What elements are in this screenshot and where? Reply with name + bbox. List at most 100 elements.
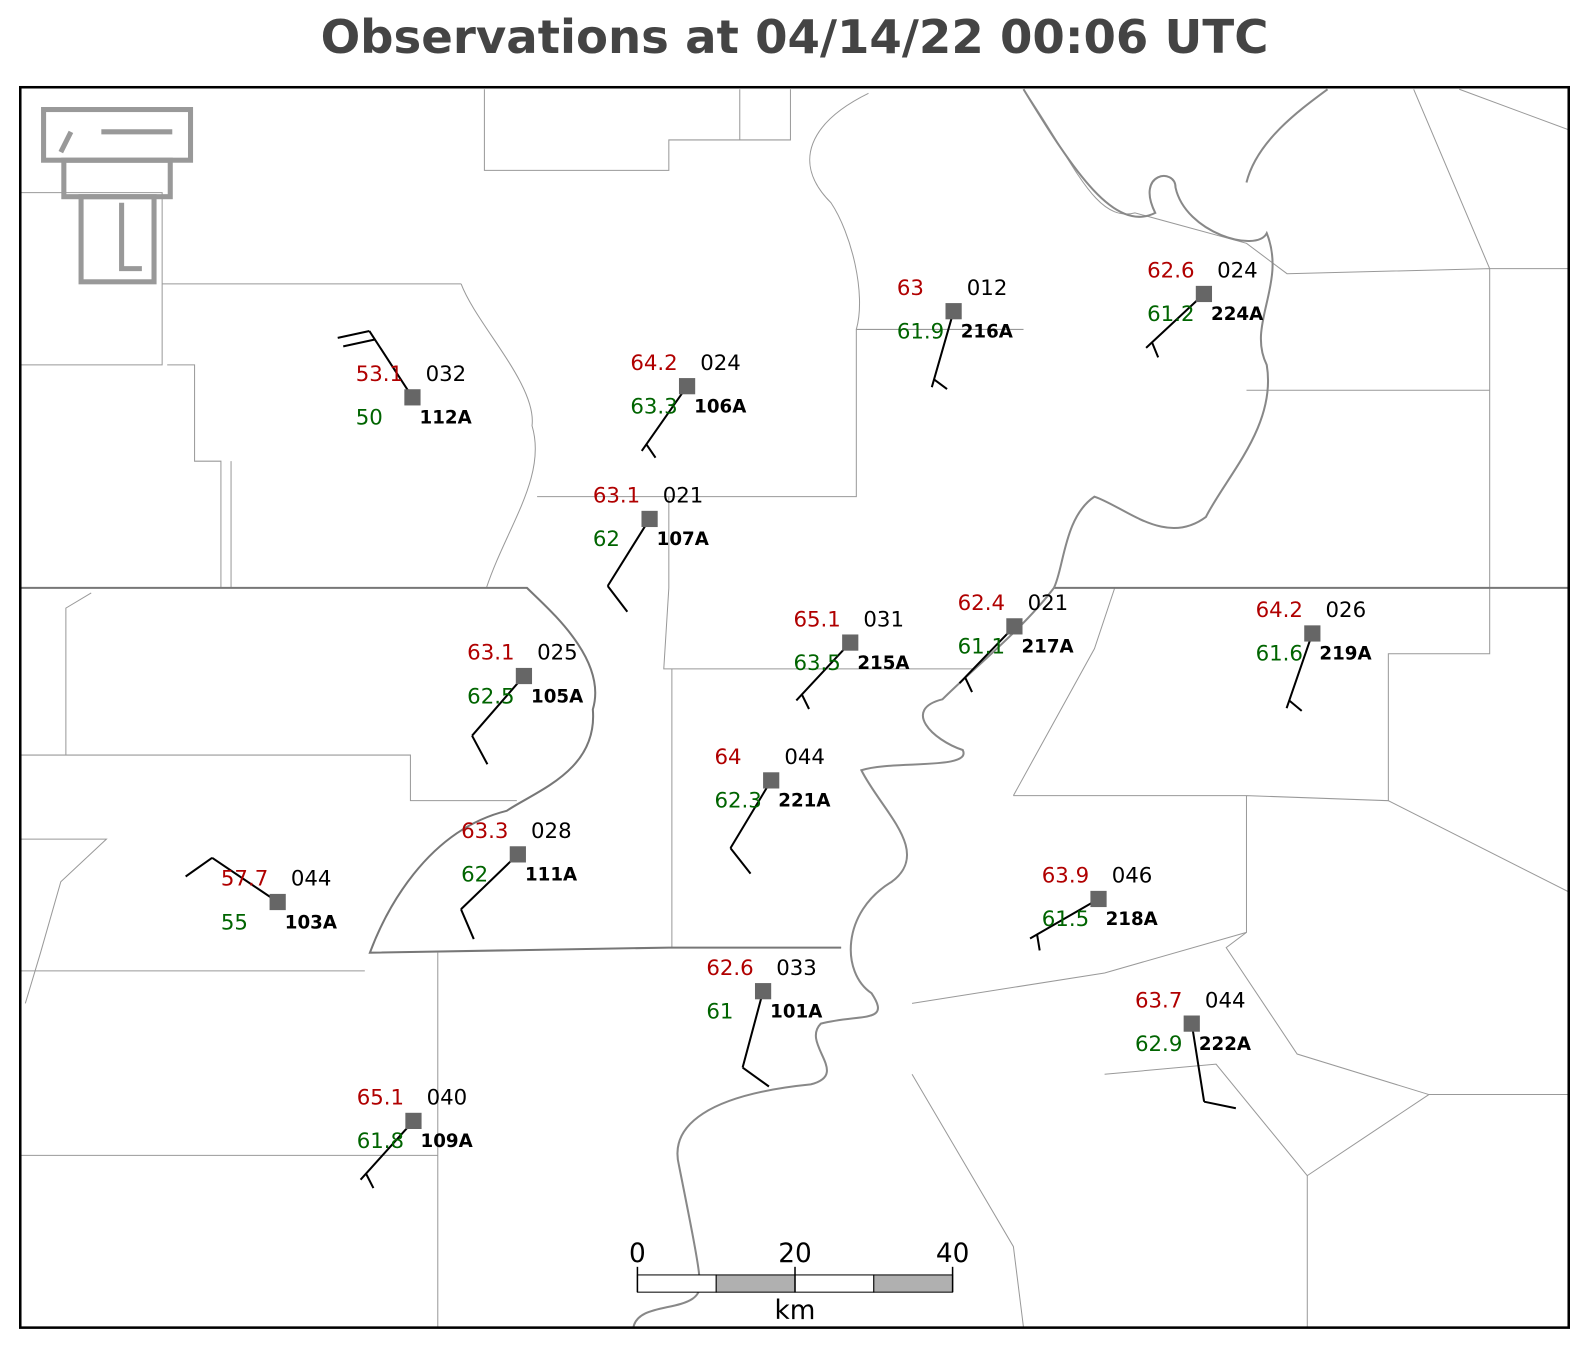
wind-barb <box>729 779 773 875</box>
station-marker <box>641 510 658 528</box>
temperature: 64.2 <box>630 351 677 376</box>
dewpoint: 61 <box>706 999 733 1024</box>
station-id: 101A <box>770 1001 823 1022</box>
station-id: 112A <box>420 408 473 429</box>
scale-tick-label: 20 <box>778 1239 812 1269</box>
scale-segment <box>715 1274 796 1293</box>
pressure: 044 <box>784 745 825 770</box>
dewpoint: 63.5 <box>793 651 840 676</box>
station-marker <box>945 303 962 320</box>
scale-tick-label: 0 <box>629 1239 646 1269</box>
station-id: 109A <box>421 1131 474 1152</box>
dewpoint: 61.6 <box>1256 642 1303 667</box>
wind-barb <box>1029 898 1100 951</box>
station-id: 111A <box>525 865 578 886</box>
station-marker <box>1006 618 1023 635</box>
pressure: 024 <box>700 351 741 376</box>
station-id: 224A <box>1211 304 1264 325</box>
dewpoint: 63.3 <box>630 394 677 419</box>
pressure: 024 <box>1217 259 1258 284</box>
temperature: 65.1 <box>793 607 840 632</box>
wind-barb <box>1145 293 1205 358</box>
station-id: 217A <box>1022 637 1075 658</box>
station-marker <box>1090 890 1107 908</box>
dewpoint: 62 <box>593 527 620 552</box>
dewpoint: 50 <box>356 406 383 431</box>
temperature: 63.9 <box>1042 864 1089 889</box>
wind-barb <box>460 853 519 940</box>
wind-barb <box>741 990 770 1088</box>
station-id: 218A <box>1106 909 1159 930</box>
station-marker <box>754 983 772 1000</box>
wind-barb <box>640 385 688 459</box>
pressure: 040 <box>427 1086 468 1111</box>
logo <box>41 107 194 285</box>
pressure: 031 <box>863 607 904 632</box>
wind-barb <box>471 675 525 765</box>
dewpoint: 61.5 <box>1042 907 1089 932</box>
title: Observations at 04/14/22 00:06 UTC <box>321 10 1269 64</box>
station-marker <box>842 634 859 651</box>
temperature: 64.2 <box>1256 598 1303 623</box>
station-id: 215A <box>857 653 910 674</box>
station-marker <box>509 846 526 863</box>
pressure: 012 <box>967 276 1008 301</box>
pressure: 044 <box>291 867 332 892</box>
wind-barb <box>958 625 1016 693</box>
temperature: 65.1 <box>357 1086 404 1111</box>
dewpoint: 62.3 <box>714 789 761 814</box>
temperature: 63.1 <box>593 484 640 509</box>
dewpoint: 61.2 <box>1147 302 1194 327</box>
temperature: 62.4 <box>958 591 1005 616</box>
pressure: 046 <box>1112 864 1153 889</box>
basemap <box>20 88 1569 1328</box>
station-id: 219A <box>1319 644 1372 665</box>
scale-segment <box>636 1274 717 1293</box>
dewpoint: 61.8 <box>357 1129 404 1154</box>
temperature: 64 <box>714 745 741 770</box>
scale-segment <box>794 1274 875 1293</box>
station-id: 103A <box>285 912 338 933</box>
pressure: 025 <box>537 641 578 666</box>
scale-segment <box>873 1274 954 1293</box>
wind-barb <box>930 310 955 390</box>
station-marker <box>515 667 533 685</box>
station-marker <box>404 389 421 406</box>
dewpoint: 55 <box>221 910 248 935</box>
map-frame <box>19 85 1570 1329</box>
temperature: 63.3 <box>461 819 508 844</box>
station-id: 105A <box>531 686 584 707</box>
wind-barb <box>185 856 279 903</box>
scale-unit: km <box>775 1296 816 1326</box>
dewpoint: 62.9 <box>1135 1032 1182 1057</box>
pressure: 021 <box>663 484 704 509</box>
pressure: 032 <box>426 362 467 387</box>
temperature: 63.7 <box>1135 988 1182 1013</box>
station-marker <box>405 1112 422 1130</box>
wind-barb <box>359 1120 415 1189</box>
pressure: 044 <box>1205 988 1246 1013</box>
station-marker <box>1304 625 1321 642</box>
wind-barb <box>795 641 851 710</box>
station-id: 221A <box>778 791 831 812</box>
station-id: 107A <box>657 529 710 550</box>
wind-barb <box>1190 1023 1237 1110</box>
wind-barb <box>337 330 414 398</box>
station-marker <box>1195 285 1213 303</box>
temperature: 57.7 <box>221 867 268 892</box>
dewpoint: 61.1 <box>958 635 1005 660</box>
station-marker <box>678 378 696 395</box>
pressure: 021 <box>1028 591 1069 616</box>
wind-barb <box>1285 633 1314 712</box>
pressure: 033 <box>776 956 817 981</box>
station-marker <box>269 893 286 911</box>
dewpoint: 62.5 <box>467 684 514 709</box>
station-id: 222A <box>1199 1034 1252 1055</box>
dewpoint: 62 <box>461 863 488 888</box>
station-marker <box>1183 1015 1200 1032</box>
wind-barb <box>606 518 651 613</box>
temperature: 62.6 <box>1147 259 1194 284</box>
station-id: 216A <box>961 321 1014 342</box>
temperature: 53.1 <box>356 362 403 387</box>
